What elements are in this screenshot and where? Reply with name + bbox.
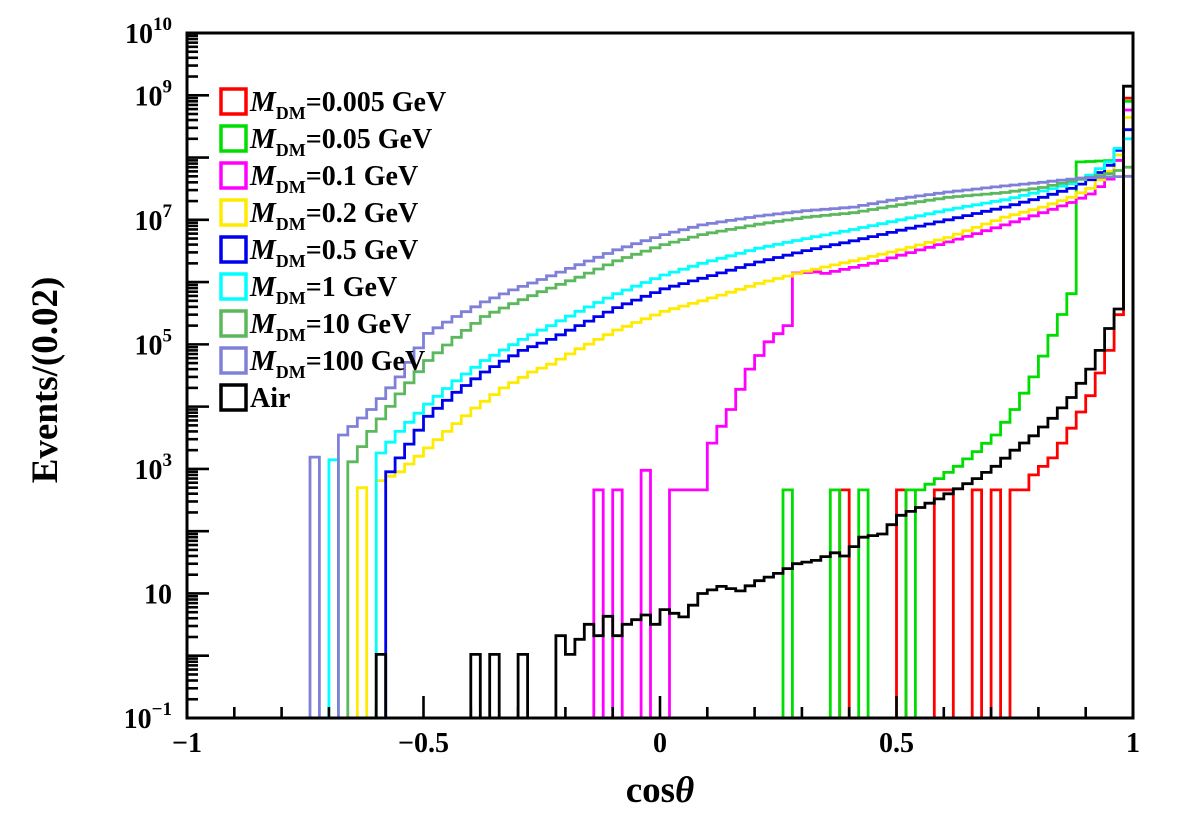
legend-label-mdm-0.005-gev: MDM=0.005 GeV xyxy=(249,86,446,123)
legend-item-mdm-10-gev: MDM=10 GeV xyxy=(219,308,411,345)
legend-label-mdm-0.2-gev: MDM=0.2 GeV xyxy=(249,197,418,234)
x-tick-label: −1 xyxy=(172,728,202,759)
legend-item-air: Air xyxy=(219,383,290,414)
series-mdm-0.1-gev xyxy=(592,108,1135,718)
legend-item-mdm-100-gev: MDM=100 GeV xyxy=(219,345,425,382)
series-mdm-0.005-gev xyxy=(838,96,1135,718)
y-tick-label: 103 xyxy=(135,450,173,486)
y-tick-label: 107 xyxy=(135,201,173,237)
legend-label-mdm-0.1-gev: MDM=0.1 GeV xyxy=(249,160,418,197)
y-tick-label: 10−1 xyxy=(124,699,172,735)
y-axis-title: Events/(0.02) xyxy=(25,277,66,484)
legend-swatch-mdm-10-gev xyxy=(219,309,248,338)
legend-swatch-mdm-0.1-gev xyxy=(219,161,248,190)
series-mdm-0.05-gev xyxy=(781,99,1135,718)
legend-label-air: Air xyxy=(250,383,290,414)
legend-item-mdm-0.05-gev: MDM=0.05 GeV xyxy=(219,123,432,160)
legend-swatch-mdm-1-gev xyxy=(219,272,248,301)
series-mdm-100-gev xyxy=(308,174,1135,718)
legend-swatch-mdm-0.5-gev xyxy=(219,235,248,264)
series-mdm-10-gev xyxy=(346,165,1135,718)
legend-label-mdm-1-gev: MDM=1 GeV xyxy=(249,271,397,308)
legend-swatch-mdm-0.005-gev xyxy=(219,87,248,116)
legend-label-mdm-100-gev: MDM=100 GeV xyxy=(249,345,425,382)
series-mdm-0.2-gev xyxy=(355,116,1135,718)
legend-label-mdm-0.5-gev: MDM=0.5 GeV xyxy=(249,234,418,271)
y-tick-label: 105 xyxy=(135,325,173,361)
y-tick-label: 10 xyxy=(144,579,172,610)
legend-item-mdm-0.005-gev: MDM=0.005 GeV xyxy=(219,86,446,123)
legend-swatch-mdm-0.05-gev xyxy=(219,124,248,153)
legend-label-mdm-10-gev: MDM=10 GeV xyxy=(249,308,411,345)
legend-item-mdm-0.1-gev: MDM=0.1 GeV xyxy=(219,160,418,197)
y-tick-label: 1010 xyxy=(125,14,172,50)
series-layer xyxy=(308,84,1135,718)
legend-item-mdm-0.2-gev: MDM=0.2 GeV xyxy=(219,197,418,234)
x-tick-label: 1 xyxy=(1126,728,1140,759)
x-tick-label: −0.5 xyxy=(398,728,449,759)
legend-swatch-mdm-0.2-gev xyxy=(219,198,248,227)
x-tick-label: 0.5 xyxy=(879,728,914,759)
x-tick-label: 0 xyxy=(653,728,667,759)
legend-swatch-mdm-100-gev xyxy=(219,346,248,375)
legend-item-mdm-0.5-gev: MDM=0.5 GeV xyxy=(219,234,418,271)
axes-layer: −1 −0.5 0 0.5 1 10−1 10 103 105 107 109 1010 xyxy=(124,14,1140,759)
legend-label-mdm-0.05-gev: MDM=0.05 GeV xyxy=(249,123,432,160)
series-air xyxy=(374,84,1135,718)
x-axis-title: cosθ xyxy=(626,770,695,811)
series-mdm-1-gev xyxy=(327,137,1135,718)
series-mdm-0.5-gev xyxy=(384,128,1135,718)
y-tick-label: 109 xyxy=(135,76,173,112)
legend-swatch-air xyxy=(219,383,248,412)
legend-item-mdm-1-gev: MDM=1 GeV xyxy=(219,271,397,308)
